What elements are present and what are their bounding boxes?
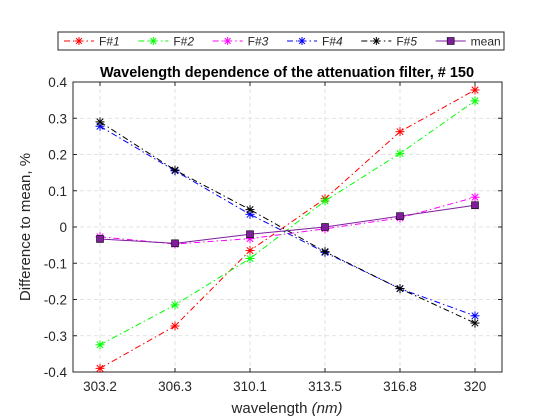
x-axis: 303.2 306.3 310.1 313.5 316.8 320 [83, 82, 486, 394]
legend-label: F#3 [248, 35, 269, 49]
x-tick-label: 316.8 [383, 379, 417, 394]
x-axis-label: wavelength (nm) [231, 400, 343, 417]
legend-label: F#5 [396, 35, 417, 49]
series-line [99, 100, 476, 346]
legend-label: F#2 [173, 35, 194, 49]
data-point [170, 165, 180, 175]
data-point [245, 246, 255, 256]
chart-title: Wavelength dependence of the attenuation… [100, 65, 474, 81]
data-point [96, 235, 104, 243]
y-tick-label: 0.1 [48, 184, 67, 199]
data-point [95, 117, 105, 127]
x-axis-label-unit: (nm) [312, 400, 343, 417]
data-point [470, 311, 480, 321]
legend-label: mean [471, 35, 501, 49]
legend-entry: F#5 [361, 35, 417, 49]
x-tick-label: 313.5 [308, 379, 342, 394]
data-point [320, 247, 330, 257]
series-mean [96, 201, 479, 248]
data-point [75, 37, 83, 45]
y-tick-label: 0 [59, 220, 67, 235]
data-point [320, 196, 330, 206]
series-line [99, 204, 476, 244]
data-point [470, 318, 480, 328]
data-point [95, 340, 105, 350]
data-point [245, 205, 255, 215]
data-point [395, 127, 405, 137]
y-tick-label: 0.3 [48, 111, 67, 126]
legend-box [57, 31, 505, 51]
y-tick-label: 0.2 [48, 148, 67, 163]
data-point [446, 37, 455, 45]
x-tick-label: 310.1 [233, 379, 267, 394]
data-point [470, 96, 480, 106]
data-point [298, 37, 306, 45]
data-point [149, 37, 158, 45]
x-tick-label: 303.2 [83, 379, 117, 394]
data-point [245, 254, 255, 264]
legend-label: F#4 [322, 35, 343, 49]
data-point [171, 239, 179, 248]
legend-entry: mean [435, 35, 501, 49]
data-point [470, 85, 480, 95]
legend-entry: F#1 [64, 35, 120, 49]
y-tick-label: -0.4 [44, 365, 68, 380]
legend: F#1 F#2 F#3 F#4 F#5 mean [57, 31, 505, 51]
series-line [99, 125, 476, 317]
y-tick-label: -0.1 [44, 256, 67, 271]
series-layer [95, 85, 480, 373]
x-tick-label: 306.3 [158, 379, 192, 394]
y-axis-label: Difference to mean, % [17, 153, 34, 301]
data-point [395, 148, 405, 158]
data-point [372, 37, 381, 45]
y-tick-label: 0.4 [48, 75, 67, 90]
series-f2 [95, 96, 480, 350]
data-point [395, 284, 405, 294]
data-point [396, 212, 404, 220]
legend-label: F#1 [99, 35, 120, 49]
series-line [99, 89, 476, 369]
legend-entry: F#2 [138, 35, 194, 49]
x-axis-label-main: wavelength [231, 400, 312, 417]
y-tick-label: -0.3 [44, 329, 67, 344]
x-tick-label: 320 [464, 379, 487, 394]
data-point [170, 300, 180, 310]
data-point [95, 363, 105, 373]
legend-entry: F#3 [212, 35, 269, 49]
data-point [170, 321, 180, 331]
data-point [223, 37, 232, 45]
data-point [471, 201, 479, 210]
data-point [321, 223, 329, 231]
y-tick-label: -0.2 [44, 293, 67, 308]
data-point [470, 192, 480, 202]
legend-entry: F#4 [287, 35, 343, 49]
y-axis: -0.4 -0.3 -0.2 -0.1 0 0.1 0.2 0.3 0.4 [44, 75, 502, 380]
data-point [246, 230, 254, 239]
